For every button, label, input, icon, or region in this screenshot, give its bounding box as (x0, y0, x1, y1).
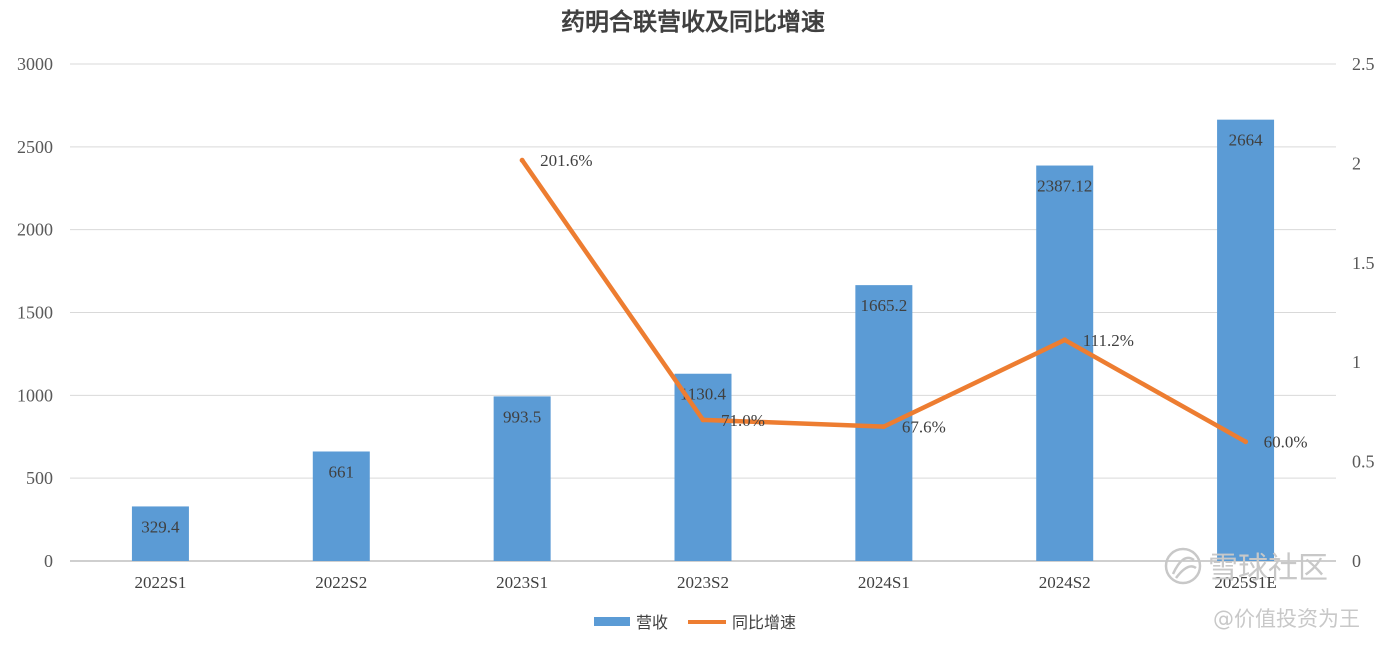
right-tick-label: 0.5 (1352, 452, 1375, 472)
line-data-label: 67.6% (902, 418, 946, 437)
category-axis-labels: 2022S1 2022S2 2023S1 2023S2 2024S1 2024S2 2025… (134, 573, 1276, 592)
bar-series (131, 119, 1275, 561)
bar-data-label: 993.5 (503, 407, 541, 426)
legend-label-revenue: 营收 (636, 613, 668, 632)
right-tick-label: 0 (1352, 551, 1361, 571)
bar (493, 396, 551, 561)
line-point (519, 157, 525, 163)
bar (855, 285, 913, 561)
bar-data-label: 1665.2 (860, 296, 907, 315)
category-label: 2022S1 (134, 573, 186, 592)
bar-data-label: 661 (329, 462, 355, 481)
left-tick-label: 1500 (17, 303, 53, 323)
category-label: 2025S1E (1214, 573, 1276, 592)
left-tick-label: 500 (26, 468, 53, 488)
left-tick-label: 3000 (17, 54, 53, 74)
category-label: 2023S2 (677, 573, 729, 592)
right-tick-label: 1 (1352, 352, 1361, 372)
right-tick-label: 2.5 (1352, 54, 1375, 74)
bar (312, 451, 370, 561)
bar (131, 506, 189, 561)
line-data-label: 111.2% (1083, 331, 1134, 350)
legend-swatch-revenue (594, 617, 630, 626)
watermark: 雪球社区 @价值投资为王 (1164, 547, 1360, 631)
watermark-logo-icon (1164, 547, 1202, 585)
bar (674, 373, 732, 561)
chart-title: 药明合联营收及同比增速 (561, 7, 825, 36)
gridlines (70, 63, 1336, 562)
line-point (700, 417, 706, 423)
bar (1217, 119, 1275, 561)
left-tick-label: 1000 (17, 385, 53, 405)
legend: 营收 同比增速 (594, 613, 796, 632)
bar-data-label: 1130.4 (680, 385, 727, 404)
legend-label-growth: 同比增速 (732, 613, 796, 632)
bar-data-label: 2664 (1229, 131, 1264, 150)
line-data-label: 201.6% (540, 151, 592, 170)
right-axis-ticks: 0 0.5 1 1.5 2 2.5 (1352, 54, 1375, 571)
right-tick-label: 1.5 (1352, 253, 1375, 273)
watermark-handle: @价值投资为王 (1213, 607, 1360, 631)
bar-data-labels: 329.4 661 993.5 1130.4 1665.2 2387.12 2664 (141, 131, 1263, 537)
line-point (881, 424, 887, 430)
line-point (1243, 439, 1249, 445)
line-data-labels: 201.6% 71.0% 67.6% 111.2% 60.0% (540, 151, 1307, 452)
left-tick-label: 0 (44, 551, 53, 571)
line-data-label: 60.0% (1264, 433, 1308, 452)
category-label: 2023S1 (496, 573, 548, 592)
line-data-label: 71.0% (721, 411, 765, 430)
category-label: 2024S2 (1039, 573, 1091, 592)
right-tick-label: 2 (1352, 153, 1361, 173)
category-label: 2024S1 (858, 573, 910, 592)
left-tick-label: 2000 (17, 220, 53, 240)
bar-data-label: 2387.12 (1037, 177, 1092, 196)
bar-data-label: 329.4 (141, 517, 180, 536)
category-label: 2022S2 (315, 573, 367, 592)
line-point (1062, 337, 1068, 343)
left-tick-label: 2500 (17, 137, 53, 157)
line-series (519, 157, 1249, 445)
watermark-brand: 雪球社区 (1208, 551, 1328, 586)
bar (1036, 165, 1094, 561)
left-axis-ticks: 0 500 1000 1500 2000 2500 3000 (17, 54, 53, 571)
